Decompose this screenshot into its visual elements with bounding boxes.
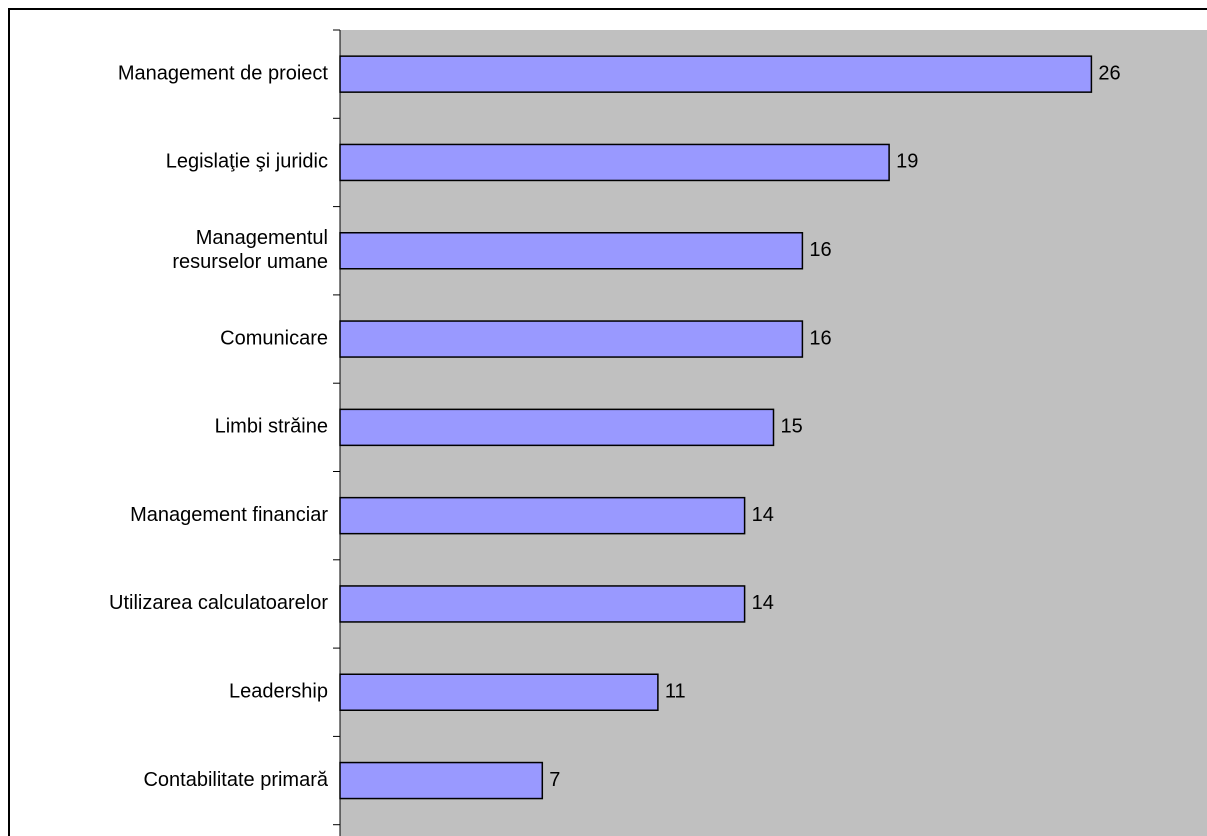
y-tick-label: Contabilitate primară: [143, 769, 328, 791]
y-tick-label: Comunicare: [220, 327, 328, 349]
value-label: 16: [809, 327, 831, 349]
value-label: 14: [752, 504, 774, 526]
value-label: 19: [896, 151, 918, 173]
value-label: 7: [549, 769, 560, 791]
bar: [339, 673, 659, 711]
bar: [339, 320, 804, 358]
bar: [339, 55, 1093, 93]
bar: [339, 408, 775, 447]
y-tick-label: Utilizarea calculatoarelor: [109, 592, 328, 614]
bar: [339, 585, 746, 623]
label-line: Managementul: [196, 227, 328, 249]
bar: [339, 232, 804, 270]
bar: [339, 143, 890, 182]
y-tick-label: Management financiar: [130, 504, 328, 526]
value-label: 16: [809, 239, 831, 261]
y-tick-label: Legislaţie şi juridic: [166, 151, 328, 173]
y-tick-label: Management de proiect: [118, 62, 329, 84]
bar: [339, 496, 746, 535]
y-tick-label: Leadership: [229, 681, 328, 703]
value-label: 14: [752, 592, 774, 614]
value-label: 11: [665, 681, 686, 703]
y-tick-label: Limbi străine: [215, 416, 328, 438]
bar: [339, 761, 544, 800]
label-line: resurselor umane: [172, 251, 328, 273]
value-label: 26: [1098, 62, 1120, 84]
y-tick-label: Managementul resurselor umane: [172, 227, 328, 273]
value-label: 15: [781, 416, 803, 438]
